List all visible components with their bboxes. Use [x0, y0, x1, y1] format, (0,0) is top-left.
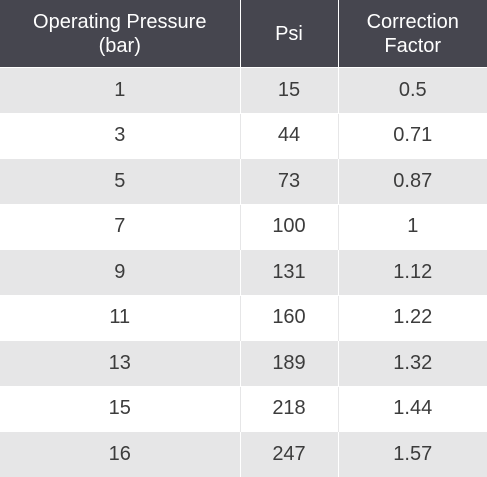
cell-operating-pressure: 1	[0, 67, 241, 113]
cell-operating-pressure: 3	[0, 112, 241, 159]
table-row: 1 15 0.5	[0, 67, 487, 113]
cell-correction-factor: 0.87	[338, 158, 487, 204]
table-row: 16 247 1.57	[0, 431, 487, 477]
cell-correction-factor: 1.57	[338, 431, 487, 477]
table-row: 13 189 1.32	[0, 340, 487, 386]
header-correction-factor-line2: Factor	[384, 34, 442, 57]
cell-operating-pressure: 13	[0, 340, 241, 386]
cell-correction-factor: 1	[338, 203, 487, 250]
table-body: 1 15 0.5 3 44 0.71 5 73 0.87 7 100 1 9 1…	[0, 67, 487, 477]
cell-correction-factor: 1.12	[338, 249, 487, 295]
table-row: 5 73 0.87	[0, 158, 487, 204]
cell-psi: 218	[240, 385, 339, 432]
cell-psi: 189	[240, 340, 339, 386]
header-psi-label: Psi	[275, 22, 303, 45]
cell-psi: 160	[240, 294, 339, 341]
cell-correction-factor: 0.5	[338, 67, 487, 113]
cell-correction-factor: 1.22	[338, 294, 487, 341]
cell-psi: 100	[240, 203, 339, 250]
cell-operating-pressure: 15	[0, 385, 241, 432]
cell-psi: 131	[240, 249, 339, 295]
header-psi: Psi	[240, 0, 339, 68]
cell-operating-pressure: 7	[0, 203, 241, 250]
cell-correction-factor: 1.44	[338, 385, 487, 432]
cell-operating-pressure: 5	[0, 158, 241, 204]
cell-operating-pressure: 16	[0, 431, 241, 477]
header-correction-factor: Correction Factor	[338, 0, 487, 68]
cell-correction-factor: 1.32	[338, 340, 487, 386]
table-row: 9 131 1.12	[0, 249, 487, 295]
header-operating-pressure: Operating Pressure (bar)	[0, 0, 241, 68]
table-row: 11 160 1.22	[0, 294, 487, 341]
cell-psi: 44	[240, 112, 339, 159]
header-correction-factor-line1: Correction	[366, 10, 459, 33]
cell-psi: 15	[240, 67, 339, 113]
header-operating-pressure-line1: Operating Pressure	[33, 10, 207, 33]
cell-correction-factor: 0.71	[338, 112, 487, 159]
cell-psi: 73	[240, 158, 339, 204]
cell-operating-pressure: 11	[0, 294, 241, 341]
cell-operating-pressure: 9	[0, 249, 241, 295]
table-header: Operating Pressure (bar) Psi Correction …	[0, 0, 487, 68]
header-row: Operating Pressure (bar) Psi Correction …	[0, 0, 487, 68]
header-operating-pressure-line2: (bar)	[98, 34, 141, 57]
table-row: 15 218 1.44	[0, 385, 487, 432]
table-row: 3 44 0.71	[0, 112, 487, 159]
cell-psi: 247	[240, 431, 339, 477]
table-row: 7 100 1	[0, 203, 487, 250]
